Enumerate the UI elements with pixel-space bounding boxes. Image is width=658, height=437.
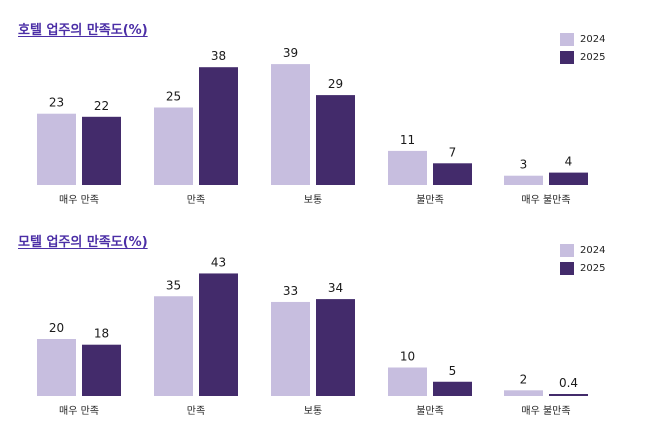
motel-category-label-1: 만족 xyxy=(187,405,205,417)
legend-label-2024: 2024 xyxy=(580,244,606,256)
hotel-bar-2025-0 xyxy=(82,116,121,185)
hotel-bar-2025-2 xyxy=(316,95,355,185)
motel-chart-panel: 모텔 업주의 만족도(%) 20 18 매우 만족 35 43 만족 33 34 보통 10 5 불만… xyxy=(0,218,658,437)
hotel-data-label-2024-3: 11 xyxy=(400,133,415,147)
hotel-data-label-2025-4: 4 xyxy=(565,155,573,169)
hotel-chart-panel: 호텔 업주의 만족도(%) 23 22 매우 만족 25 38 만족 39 29 보통 11 7 불만… xyxy=(0,0,658,215)
motel-category-label-3: 불만족 xyxy=(416,405,444,417)
hotel-legend: 2024 2025 xyxy=(560,32,605,68)
motel-bar-chart: 20 18 매우 만족 35 43 만족 33 34 보통 10 5 불만족 2 0.4 매우 불만족 xyxy=(37,255,588,417)
hotel-data-label-2024-0: 23 xyxy=(49,96,64,110)
hotel-bar-2024-0 xyxy=(37,113,76,185)
hotel-data-label-2024-1: 25 xyxy=(166,90,181,104)
hotel-bar-2025-3 xyxy=(433,163,472,185)
motel-category-label-4: 매우 불만족 xyxy=(521,405,570,417)
hotel-data-label-2025-1: 38 xyxy=(211,49,226,63)
legend-swatch-2024 xyxy=(560,32,574,46)
motel-data-label-2024-1: 35 xyxy=(166,278,181,292)
hotel-bar-2024-2 xyxy=(271,64,310,185)
legend-swatch-2024 xyxy=(560,243,574,257)
hotel-data-label-2025-3: 7 xyxy=(449,145,457,159)
hotel-category-label-2: 보통 xyxy=(304,194,322,206)
hotel-category-label-1: 만족 xyxy=(187,194,205,206)
legend-item-2025: 2025 xyxy=(560,261,605,275)
motel-category-label-0: 매우 만족 xyxy=(59,405,99,417)
motel-data-label-2025-1: 43 xyxy=(211,255,226,269)
motel-bar-2024-3 xyxy=(388,367,427,396)
hotel-data-label-2024-4: 3 xyxy=(520,158,528,172)
legend-item-2024: 2024 xyxy=(560,243,605,257)
legend-swatch-2025 xyxy=(560,50,574,64)
motel-category-label-2: 보통 xyxy=(304,405,322,417)
motel-bar-2025-0 xyxy=(82,344,121,396)
hotel-bar-2024-1 xyxy=(154,107,193,185)
legend-item-2025: 2025 xyxy=(560,50,605,64)
motel-bar-2025-2 xyxy=(316,299,355,396)
hotel-bar-chart: 23 22 매우 만족 25 38 만족 39 29 보통 11 7 불만족 3 4 매우 불만족 xyxy=(37,46,588,206)
motel-legend: 2024 2025 xyxy=(560,243,605,279)
hotel-data-label-2025-2: 29 xyxy=(328,77,343,91)
motel-data-label-2024-0: 20 xyxy=(49,321,64,335)
motel-bar-2024-2 xyxy=(271,301,310,396)
motel-data-label-2024-4: 2 xyxy=(520,372,528,386)
hotel-bar-2024-4 xyxy=(504,175,543,185)
motel-bar-2025-3 xyxy=(433,381,472,396)
hotel-category-label-4: 매우 불만족 xyxy=(521,194,570,206)
motel-bar-2024-0 xyxy=(37,339,76,396)
hotel-bar-2024-3 xyxy=(388,150,427,185)
hotel-data-label-2024-2: 39 xyxy=(283,46,298,60)
motel-data-label-2025-4: 0.4 xyxy=(559,376,578,390)
motel-data-label-2024-3: 10 xyxy=(400,350,415,364)
hotel-bar-2025-4 xyxy=(549,172,588,185)
motel-chart-title: 모텔 업주의 만족도(%) xyxy=(18,235,148,250)
hotel-category-label-0: 매우 만족 xyxy=(59,194,99,206)
hotel-data-label-2025-0: 22 xyxy=(94,99,109,113)
motel-bar-2024-4 xyxy=(504,390,543,396)
legend-swatch-2025 xyxy=(560,261,574,275)
motel-bar-2024-1 xyxy=(154,296,193,396)
motel-bar-2025-1 xyxy=(199,273,238,396)
hotel-category-label-3: 불만족 xyxy=(416,194,444,206)
legend-label-2025: 2025 xyxy=(580,51,606,63)
motel-data-label-2025-3: 5 xyxy=(449,364,457,378)
motel-data-label-2024-2: 33 xyxy=(283,284,298,298)
hotel-chart-title: 호텔 업주의 만족도(%) xyxy=(18,23,148,38)
legend-label-2024: 2024 xyxy=(580,33,606,45)
legend-item-2024: 2024 xyxy=(560,32,605,46)
motel-bar-2025-4 xyxy=(549,394,588,396)
motel-data-label-2025-2: 34 xyxy=(328,281,343,295)
legend-label-2025: 2025 xyxy=(580,262,606,274)
motel-data-label-2025-0: 18 xyxy=(94,327,109,341)
hotel-bar-2025-1 xyxy=(199,67,238,185)
